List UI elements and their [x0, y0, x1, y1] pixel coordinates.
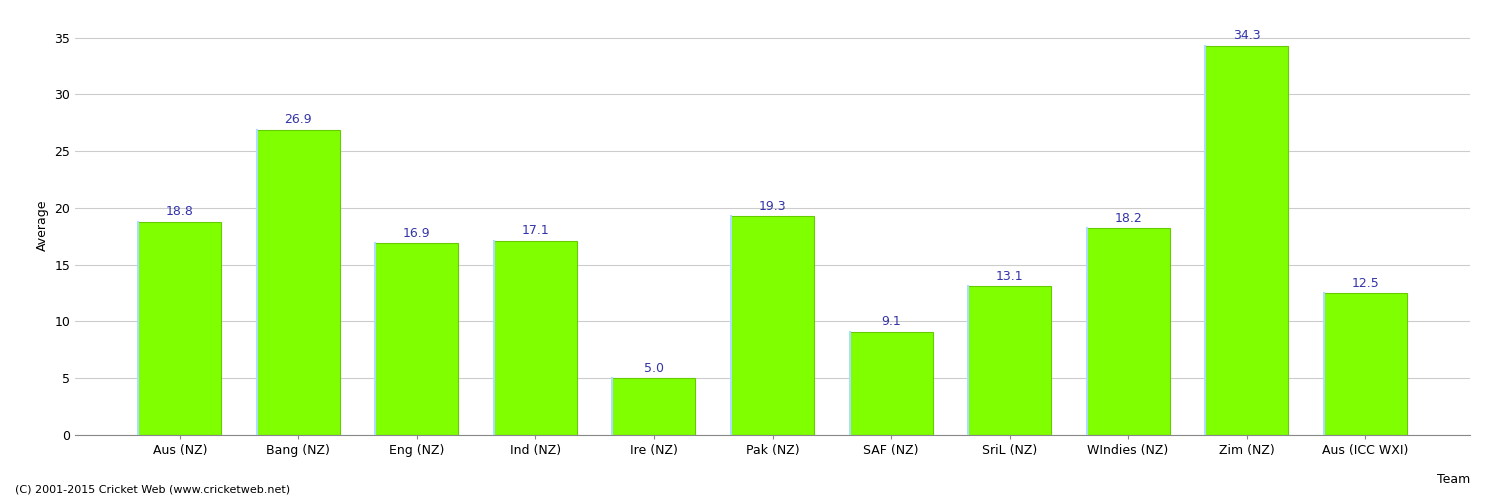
Y-axis label: Average: Average — [36, 199, 48, 251]
Bar — [1204, 46, 1288, 435]
Text: 19.3: 19.3 — [759, 200, 786, 212]
Bar — [138, 222, 222, 435]
Bar — [730, 216, 815, 435]
Text: 26.9: 26.9 — [285, 113, 312, 126]
Text: (C) 2001-2015 Cricket Web (www.cricketweb.net): (C) 2001-2015 Cricket Web (www.cricketwe… — [15, 485, 290, 495]
Text: 17.1: 17.1 — [522, 224, 549, 237]
Bar — [612, 378, 696, 435]
Text: Team: Team — [1437, 473, 1470, 486]
Bar — [849, 332, 933, 435]
Bar — [494, 241, 578, 435]
Text: 18.2: 18.2 — [1114, 212, 1142, 225]
Bar — [1323, 293, 1407, 435]
Bar — [968, 286, 1052, 435]
Bar — [375, 243, 459, 435]
Text: 5.0: 5.0 — [644, 362, 664, 375]
Text: 9.1: 9.1 — [880, 316, 902, 328]
Bar — [1086, 228, 1170, 435]
Text: 34.3: 34.3 — [1233, 29, 1260, 42]
Text: 13.1: 13.1 — [996, 270, 1023, 283]
Text: 12.5: 12.5 — [1352, 276, 1378, 289]
Text: 16.9: 16.9 — [404, 227, 430, 240]
Text: 18.8: 18.8 — [166, 205, 194, 218]
Bar — [256, 130, 340, 435]
